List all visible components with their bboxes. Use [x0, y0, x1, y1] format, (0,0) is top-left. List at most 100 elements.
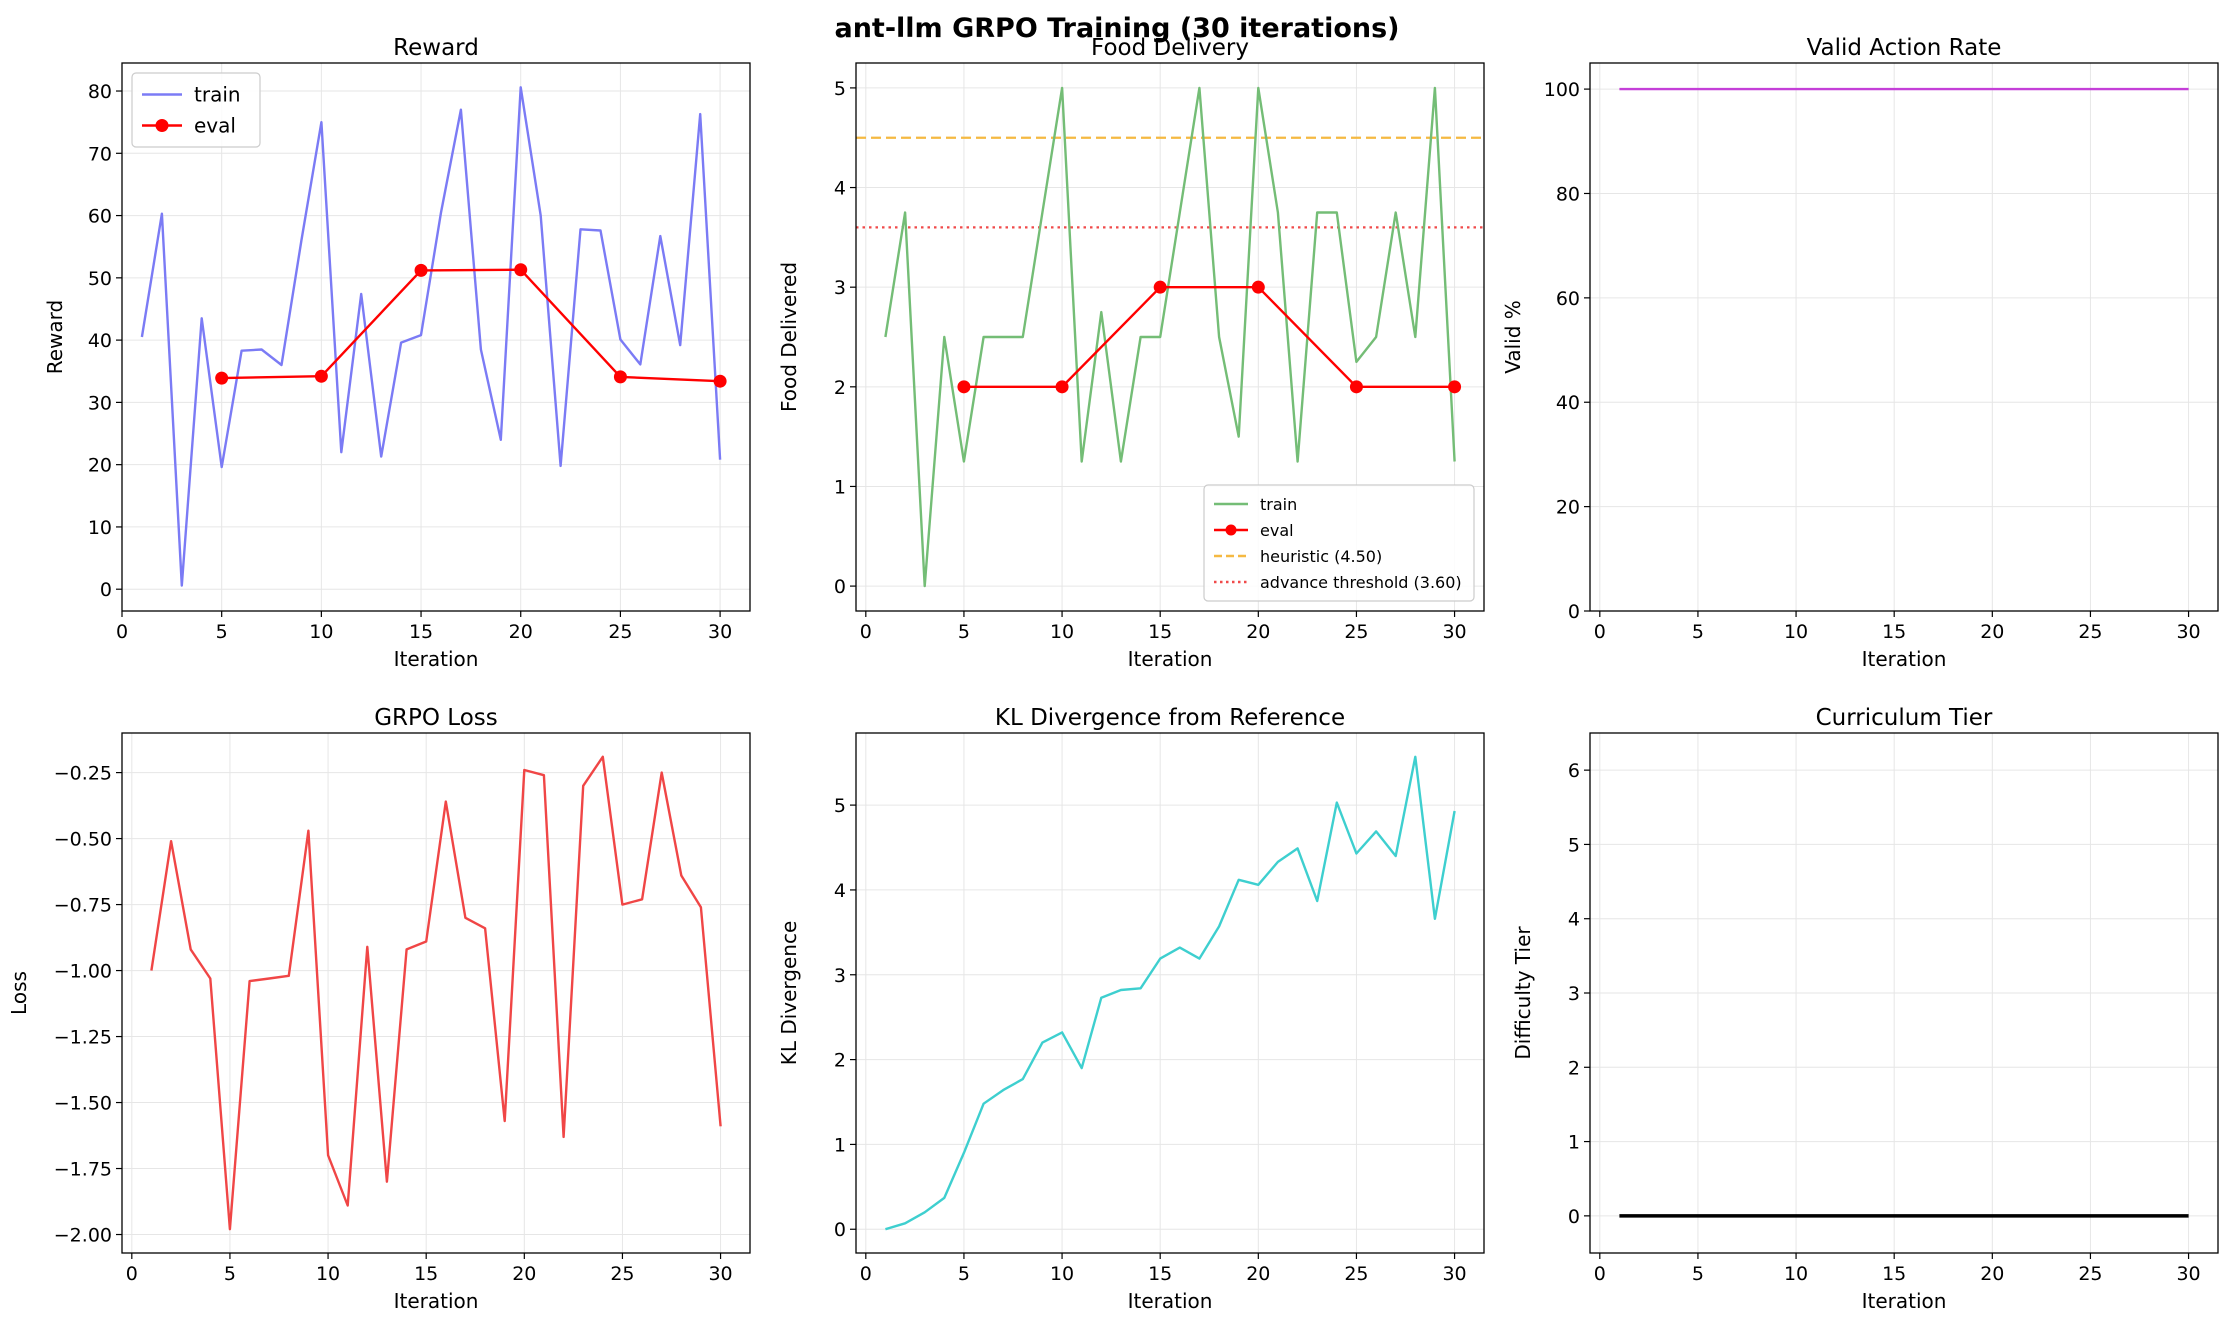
- y-tick-label: 0: [834, 1219, 846, 1241]
- legend-label: train: [1260, 495, 1297, 514]
- y-tick-label: 1: [834, 476, 846, 498]
- y-tick-label: 50: [88, 268, 112, 290]
- legend-label: train: [194, 83, 241, 107]
- data-point: [613, 370, 627, 384]
- y-tick-label: −0.25: [54, 763, 112, 785]
- x-tick-label: 20: [1246, 621, 1270, 643]
- data-point: [414, 263, 428, 277]
- y-axis-label: Difficulty Tier: [1511, 926, 1535, 1060]
- x-tick-label: 10: [1784, 621, 1808, 643]
- x-tick-label: 15: [1148, 1263, 1172, 1285]
- x-tick-label: 20: [1980, 1263, 2004, 1285]
- x-tick-label: 25: [1344, 1263, 1368, 1285]
- x-axis-label: Iteration: [1128, 647, 1213, 671]
- x-tick-label: 10: [1050, 621, 1074, 643]
- chart-title: Valid Action Rate: [1807, 35, 2002, 61]
- data-point: [1448, 380, 1462, 394]
- series-line-0: [150, 755, 722, 1231]
- legend-label: eval: [1260, 521, 1294, 540]
- y-tick-label: 30: [88, 392, 112, 414]
- y-tick-label: 100: [1544, 79, 1580, 101]
- y-tick-label: 6: [1568, 760, 1580, 782]
- y-tick-label: 4: [1568, 909, 1580, 931]
- data-point: [1153, 280, 1167, 294]
- x-tick-label: 0: [860, 1263, 872, 1285]
- y-tick-label: −1.00: [54, 961, 112, 983]
- x-tick-label: 0: [126, 1263, 138, 1285]
- series-line-0: [884, 86, 1456, 588]
- panel-tier: 0 5 10 15 20 25 30 0 1 2 3 4 5 6 Curriculum Tier Iterat…: [1511, 705, 2219, 1313]
- legend-marker: [155, 119, 169, 132]
- data-point: [713, 374, 727, 388]
- series-line-1: [221, 268, 721, 383]
- x-tick-label: 10: [309, 621, 333, 643]
- chart-title: KL Divergence from Reference: [995, 705, 1345, 731]
- y-tick-label: 4: [834, 178, 846, 200]
- x-tick-label: 5: [216, 621, 228, 643]
- y-tick-label: 40: [1556, 392, 1580, 414]
- x-tick-label: 0: [1594, 1263, 1606, 1285]
- y-tick-label: 2: [1568, 1057, 1580, 1079]
- x-tick-label: 30: [1442, 621, 1466, 643]
- x-tick-label: 15: [1148, 621, 1172, 643]
- x-tick-label: 15: [1882, 621, 1906, 643]
- x-tick-label: 30: [1442, 1263, 1466, 1285]
- panel-reward: 0 5 10 15 20 25 30 0 10 20 30 40 50 60 70 80 Reward Itera…: [43, 35, 751, 671]
- panel-food: 0 5 10 15 20 25 30 0 1 2 3 4 5 Food Delivery Iteration…: [777, 35, 1485, 671]
- y-tick-label: 20: [88, 455, 112, 477]
- data-point: [215, 371, 229, 385]
- plot-frame: [121, 62, 751, 612]
- x-axis-label: Iteration: [394, 1289, 479, 1313]
- legend-label: eval: [194, 114, 236, 138]
- x-tick-label: 20: [512, 1263, 536, 1285]
- x-tick-label: 30: [708, 621, 732, 643]
- x-tick-label: 5: [958, 1263, 970, 1285]
- data-point: [957, 380, 971, 394]
- y-tick-label: 3: [834, 277, 846, 299]
- chart-title: GRPO Loss: [374, 705, 498, 731]
- y-axis-label: Loss: [7, 971, 31, 1015]
- x-tick-label: 25: [1344, 621, 1368, 643]
- y-axis-label: KL Divergence: [777, 921, 801, 1066]
- legend-box: [1203, 484, 1475, 602]
- y-axis-label: Reward: [43, 300, 67, 374]
- y-tick-label: 80: [88, 81, 112, 103]
- x-tick-label: 5: [958, 621, 970, 643]
- y-tick-label: 0: [1568, 1206, 1580, 1228]
- x-tick-label: 25: [2078, 621, 2102, 643]
- y-tick-label: 70: [88, 143, 112, 165]
- plot-frame: [121, 732, 751, 1254]
- x-tick-label: 25: [2078, 1263, 2102, 1285]
- y-tick-label: 20: [1556, 497, 1580, 519]
- chart-title: Reward: [393, 35, 479, 61]
- y-tick-label: −0.50: [54, 829, 112, 851]
- y-tick-label: 60: [1556, 288, 1580, 310]
- x-tick-label: 10: [316, 1263, 340, 1285]
- y-tick-label: 5: [834, 795, 846, 817]
- x-tick-label: 10: [1784, 1263, 1808, 1285]
- data-point: [1349, 380, 1363, 394]
- x-tick-label: 25: [608, 621, 632, 643]
- chart-title: Food Delivery: [1091, 35, 1249, 61]
- x-tick-label: 0: [860, 621, 872, 643]
- x-tick-label: 5: [224, 1263, 236, 1285]
- data-point: [314, 369, 328, 383]
- x-tick-label: 30: [2176, 1263, 2200, 1285]
- chart-title: Curriculum Tier: [1816, 705, 1993, 731]
- x-tick-label: 5: [1692, 1263, 1704, 1285]
- data-point: [1251, 280, 1265, 294]
- x-axis-label: Iteration: [1128, 1289, 1213, 1313]
- y-tick-label: 5: [834, 78, 846, 100]
- legend-marker: [1225, 524, 1237, 536]
- x-tick-label: 30: [708, 1263, 732, 1285]
- figure-title: ant-llm GRPO Training (30 iterations): [834, 13, 1399, 44]
- data-point: [1055, 380, 1069, 394]
- x-axis-label: Iteration: [1862, 647, 1947, 671]
- y-axis-label: Food Delivered: [777, 262, 801, 412]
- y-tick-label: 0: [100, 579, 112, 601]
- y-tick-label: −2.00: [54, 1225, 112, 1247]
- y-tick-label: 3: [1568, 983, 1580, 1005]
- y-tick-label: 80: [1556, 183, 1580, 205]
- legend: train eval heuristic (4.50) advance thresho…: [1203, 484, 1475, 602]
